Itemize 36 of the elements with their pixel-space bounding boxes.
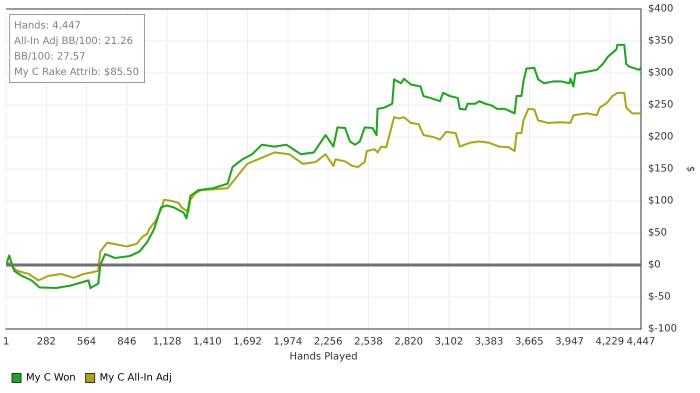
- y-tick-label: $150: [648, 164, 674, 175]
- y-tick-label: $100: [648, 196, 674, 207]
- x-tick-label: 1: [2, 336, 10, 348]
- x-tick-label: 1,128: [152, 336, 182, 348]
- x-tick-label: 846: [117, 336, 136, 348]
- x-tick-label: 2,538: [354, 336, 383, 348]
- x-tick-label: 4,229: [596, 336, 624, 348]
- y-tick-label: $350: [648, 36, 674, 47]
- y-tick-label: $50: [648, 228, 668, 239]
- x-tick-label: 564: [77, 336, 96, 348]
- y-tick-label: $-100: [648, 324, 678, 335]
- y-tick-label: $250: [648, 100, 674, 111]
- y-tick-label: $400: [648, 4, 674, 15]
- x-tick-label: 2,256: [314, 336, 342, 348]
- x-tick-label: 3,383: [474, 336, 504, 348]
- x-tick-label: 4,447: [626, 336, 656, 348]
- legend-label: My C Won: [26, 372, 76, 384]
- x-tick-label: 2,820: [394, 336, 423, 348]
- x-tick-label: 1,692: [233, 336, 262, 348]
- x-tick-label: 3,947: [555, 336, 584, 348]
- y-tick-label: $200: [648, 132, 674, 143]
- y-tick-label: $300: [648, 68, 674, 79]
- x-tick-label: 3,102: [434, 336, 464, 348]
- x-tick-label: 1,410: [193, 336, 222, 348]
- y-tick-label: $0: [648, 260, 661, 271]
- x-tick-label: 1,974: [274, 336, 302, 348]
- x-tick-label: 282: [36, 336, 56, 348]
- annotation: All-In Adj BB/100: 21.26: [14, 36, 133, 47]
- x-tick-label: 3,665: [514, 336, 544, 348]
- annotation: My C Rake Attrib: $85.50: [14, 66, 139, 78]
- x-axis-title: Hands Played: [290, 352, 358, 363]
- annotation: Hands: 4,447: [14, 20, 81, 32]
- y-tick-label: $-50: [648, 292, 671, 303]
- y-axis-title: $: [684, 166, 696, 172]
- legend-label: My C All-In Adj: [100, 372, 172, 384]
- annotation: BB/100: 27.57: [14, 51, 86, 62]
